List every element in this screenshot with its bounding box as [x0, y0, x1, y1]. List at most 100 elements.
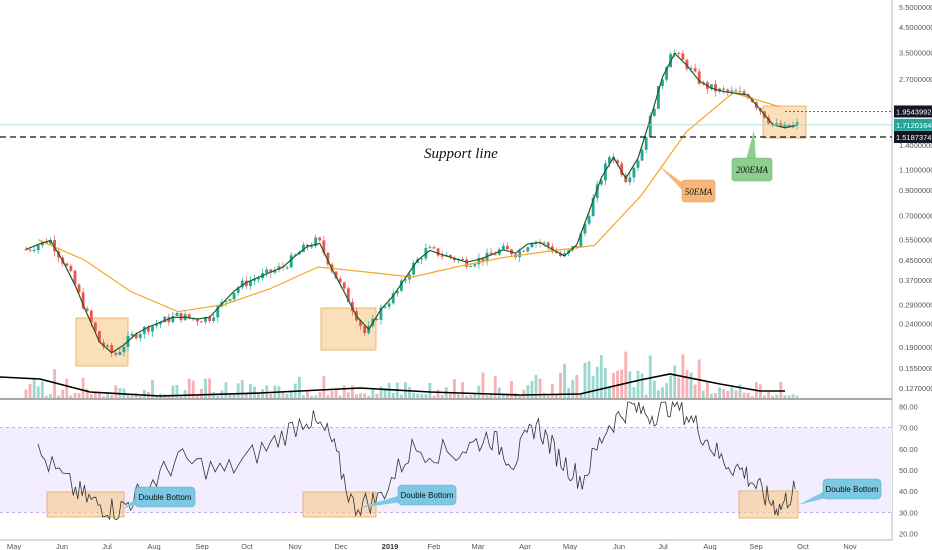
candle-body[interactable] — [628, 177, 632, 183]
candle-body[interactable] — [395, 290, 399, 294]
candle-body[interactable] — [661, 79, 664, 87]
candle-body[interactable] — [171, 315, 175, 323]
candle-body[interactable] — [302, 244, 305, 253]
candle-body[interactable] — [436, 248, 440, 256]
candle-body[interactable] — [122, 346, 126, 353]
candle-body[interactable] — [554, 251, 558, 254]
candle-body[interactable] — [599, 180, 603, 185]
candle-body[interactable] — [440, 255, 444, 257]
candle-body[interactable] — [53, 239, 56, 252]
candle-body[interactable] — [98, 331, 101, 343]
candle-body[interactable] — [363, 325, 367, 334]
candle-body[interactable] — [738, 91, 742, 93]
candle-body[interactable] — [583, 223, 587, 234]
candle-body[interactable] — [591, 197, 595, 217]
candle-body[interactable] — [608, 157, 611, 164]
candle-body[interactable] — [253, 279, 256, 281]
candle-body[interactable] — [236, 287, 240, 293]
candle-body[interactable] — [65, 263, 69, 266]
candle-body[interactable] — [742, 91, 746, 95]
candle-body[interactable] — [151, 325, 154, 332]
candle-body[interactable] — [595, 184, 599, 198]
candle-body[interactable] — [334, 271, 338, 279]
candle-body[interactable] — [134, 333, 138, 339]
candle-body[interactable] — [338, 278, 342, 283]
candle-body[interactable] — [69, 265, 73, 271]
candle-body[interactable] — [322, 240, 326, 253]
candle-body[interactable] — [493, 254, 497, 256]
candle-body[interactable] — [81, 292, 85, 309]
candle-body[interactable] — [204, 316, 207, 322]
candle-body[interactable] — [346, 288, 350, 303]
candle-body[interactable] — [526, 247, 530, 252]
candle-body[interactable] — [787, 124, 791, 128]
candle-body[interactable] — [420, 258, 424, 260]
candle-body[interactable] — [379, 307, 383, 320]
candle-body[interactable] — [257, 278, 260, 280]
candle-body[interactable] — [89, 310, 93, 323]
candle-body[interactable] — [473, 264, 477, 267]
candle-body[interactable] — [142, 326, 146, 335]
candle-body[interactable] — [293, 254, 297, 256]
candle-body[interactable] — [575, 246, 579, 248]
candle-body[interactable] — [685, 59, 689, 69]
candle-body[interactable] — [106, 345, 110, 347]
candle-body[interactable] — [689, 68, 693, 70]
candle-body[interactable] — [746, 94, 750, 99]
candle-body[interactable] — [49, 239, 52, 244]
candle-body[interactable] — [481, 257, 485, 262]
candle-body[interactable] — [465, 259, 469, 267]
candle-body[interactable] — [77, 284, 81, 293]
candle-body[interactable] — [187, 314, 191, 319]
candle-body[interactable] — [412, 262, 416, 275]
candle-body[interactable] — [612, 157, 615, 161]
candle-body[interactable] — [36, 245, 40, 250]
candle-body[interactable] — [485, 252, 489, 262]
candle-body[interactable] — [318, 237, 322, 241]
candle-body[interactable] — [652, 108, 656, 116]
candle-body[interactable] — [714, 84, 717, 92]
candle-body[interactable] — [163, 316, 167, 323]
candle-body[interactable] — [342, 282, 346, 289]
candle-body[interactable] — [110, 345, 114, 353]
candle-body[interactable] — [461, 259, 464, 261]
candle-body[interactable] — [212, 317, 216, 321]
candle-body[interactable] — [232, 292, 236, 300]
candle-body[interactable] — [244, 280, 248, 287]
candle-body[interactable] — [640, 149, 644, 161]
candle-body[interactable] — [404, 279, 407, 281]
candle-body[interactable] — [387, 303, 391, 307]
candle-body[interactable] — [559, 253, 562, 257]
candle-body[interactable] — [240, 280, 244, 288]
candle-body[interactable] — [314, 237, 318, 247]
candle-body[interactable] — [383, 306, 387, 308]
candle-body[interactable] — [546, 242, 550, 247]
candle-body[interactable] — [648, 115, 652, 138]
candle-body[interactable] — [620, 163, 624, 176]
candle-body[interactable] — [375, 318, 379, 320]
candle-body[interactable] — [350, 302, 354, 312]
candle-body[interactable] — [518, 250, 522, 258]
candle-body[interactable] — [579, 233, 583, 247]
candle-body[interactable] — [118, 352, 122, 355]
candle-body[interactable] — [146, 326, 150, 332]
candle-body[interactable] — [448, 254, 452, 258]
candle-body[interactable] — [179, 312, 183, 321]
candle-body[interactable] — [697, 71, 701, 84]
candle-body[interactable] — [636, 160, 640, 168]
candle-body[interactable] — [195, 319, 199, 322]
candle-body[interactable] — [710, 84, 713, 89]
candle-body[interactable] — [644, 137, 648, 150]
candle-body[interactable] — [32, 249, 36, 251]
candle-body[interactable] — [469, 266, 473, 268]
candle-body[interactable] — [73, 270, 77, 285]
candle-body[interactable] — [506, 245, 509, 250]
candle-body[interactable] — [216, 306, 220, 318]
candle-body[interactable] — [489, 252, 493, 255]
candle-body[interactable] — [224, 300, 228, 302]
candle-body[interactable] — [273, 269, 277, 273]
candle-body[interactable] — [795, 122, 799, 125]
candle-body[interactable] — [44, 241, 48, 244]
candle-body[interactable] — [310, 246, 314, 248]
